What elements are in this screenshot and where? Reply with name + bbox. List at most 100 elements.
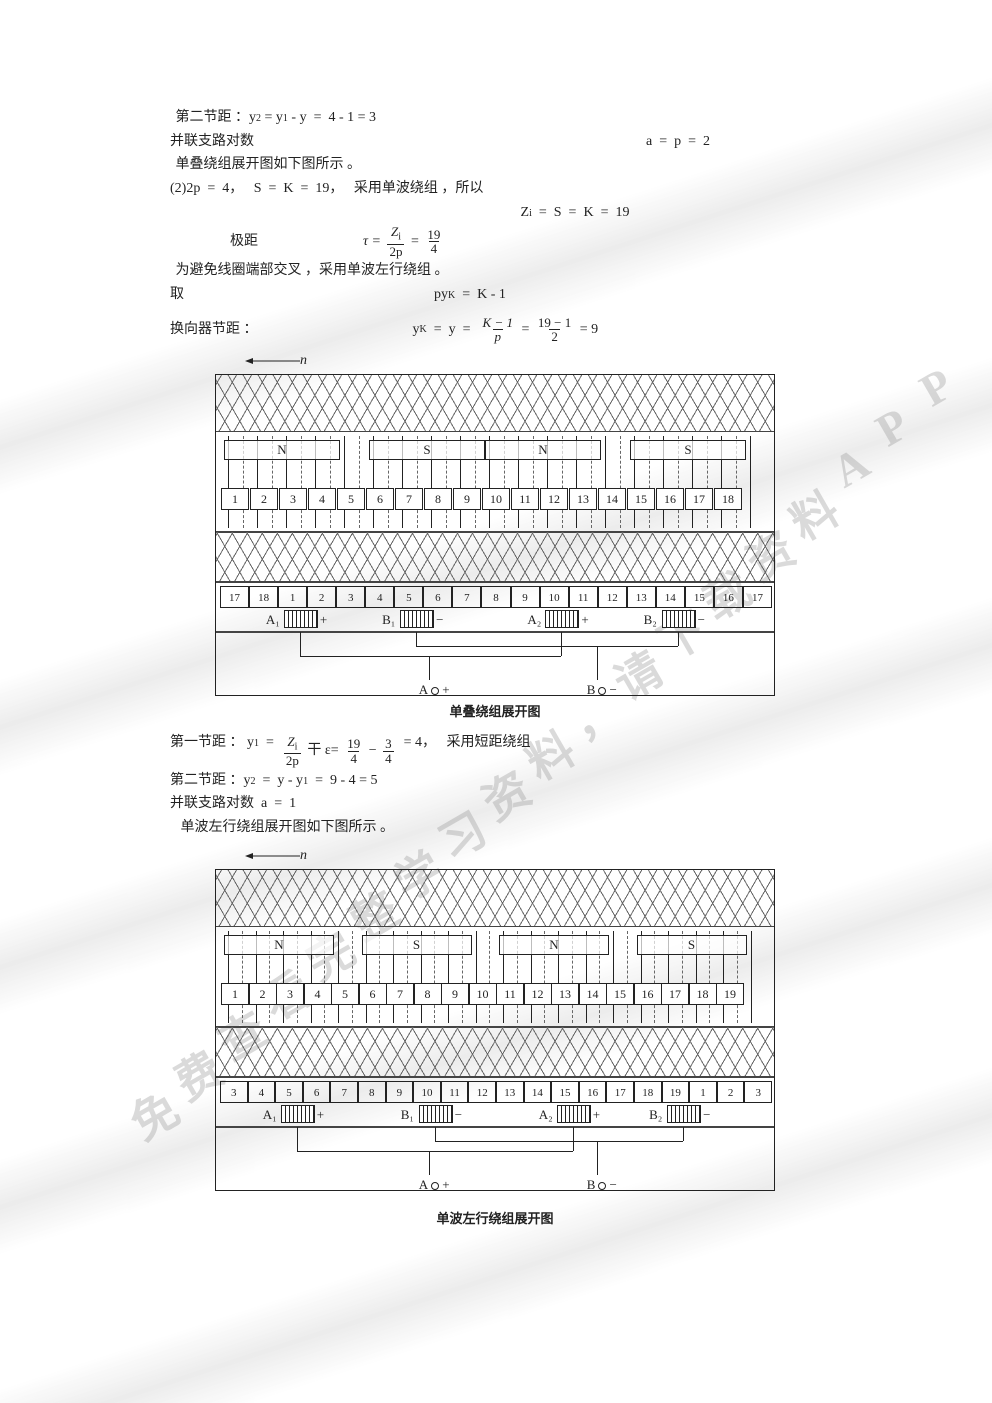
commutator-segment: 13 — [627, 586, 656, 608]
txt: = y = — [427, 319, 478, 341]
frac-Zi2p-b: Zi 2p — [284, 735, 301, 768]
txt: = — [259, 732, 281, 754]
slot-number: 11 — [511, 488, 539, 510]
end-winding-top — [216, 375, 774, 432]
commutator-segment: 17 — [743, 586, 772, 608]
commutator-segment: 10 — [540, 586, 569, 608]
brush — [284, 610, 318, 628]
commutator-segment: 8 — [481, 586, 510, 608]
commutator-segment: 12 — [598, 586, 627, 608]
fd: 4 — [429, 241, 440, 256]
slot-number: 1 — [221, 983, 249, 1005]
commutator-segment: 2 — [717, 1081, 745, 1103]
diagram-lap-winding: 123456789101112131415161718NSNS 17181234… — [215, 374, 775, 696]
txt: 第一节距 ： y — [170, 732, 254, 754]
slot-number: 15 — [606, 983, 634, 1005]
slot-number: 7 — [395, 488, 423, 510]
fn: 3 — [383, 737, 394, 751]
brush-label: B₂ — [649, 1105, 662, 1125]
commutator-segment: 3 — [744, 1081, 772, 1103]
terminal: B− — [587, 680, 617, 696]
slot-number: 11 — [496, 983, 524, 1005]
txt: 为避免线圈端部交叉 ，采用单波左行绕组 。 — [172, 260, 449, 282]
slot-dash — [359, 436, 360, 528]
txt: 第二节距 ：y — [170, 770, 251, 792]
brush-label: A₁ — [263, 1105, 277, 1125]
frac-19m1-2: 19 − 1 2 — [536, 316, 573, 344]
terminal-wiring: A+ B− — [216, 631, 774, 696]
slot-dash — [352, 931, 353, 1023]
slot-solid — [613, 931, 614, 1023]
content: 第二节距 ：y 2 = y 1 - y = 4 - 1 = 3 并联支路对数 a =… — [170, 105, 820, 1239]
commutator-segment: 6 — [303, 1081, 331, 1103]
commutator-segment: 12 — [468, 1081, 496, 1103]
brush — [662, 610, 696, 628]
frac-19-4b: 19 4 — [345, 737, 362, 765]
slot-number: 9 — [453, 488, 481, 510]
n-arrow-1: n — [170, 350, 820, 366]
sub: i — [295, 742, 298, 753]
slot-number: 17 — [661, 983, 689, 1005]
txt: - y = 4 - 1 = 3 — [288, 107, 376, 129]
brush-sign: + — [320, 610, 327, 630]
line-y1: 第一节距 ： y1 = Zi 2p 干 ε= 19 4 − 3 4 — [170, 732, 820, 768]
brush-label: A₂ — [527, 610, 541, 630]
txt: = 4， 采用短距绕组 — [397, 732, 531, 754]
slot-solid — [344, 436, 345, 528]
frac-Km1p: K − 1 p — [481, 316, 515, 344]
pole-box: N — [499, 935, 609, 955]
commutator-segment: 1 — [689, 1081, 717, 1103]
sub: i — [398, 232, 401, 243]
sub: K — [448, 288, 455, 304]
commutator-segment: 8 — [358, 1081, 386, 1103]
commutator-segment: 4 — [248, 1081, 276, 1103]
txt: Z — [521, 202, 530, 224]
fn: K − 1 — [481, 316, 515, 330]
commutator-segment: 6 — [423, 586, 452, 608]
line-avoid: 为避免线圈端部交叉 ，采用单波左行绕组 。 — [170, 260, 820, 282]
txt: y — [413, 319, 420, 341]
terminal: A+ — [419, 680, 450, 696]
end-winding-top — [216, 870, 774, 927]
frac-19-4: 19 4 — [425, 228, 442, 256]
txt: 取 — [170, 284, 184, 306]
slot-number: 8 — [414, 983, 442, 1005]
line-desc1: 单叠绕组展开图如下图所示 。 — [170, 154, 820, 176]
brush-label: B₁ — [401, 1105, 414, 1125]
txt: = 9 - 4 = 5 — [308, 770, 377, 792]
brush — [419, 1105, 453, 1123]
commutator-segment: 9 — [511, 586, 540, 608]
commutator-segment: 15 — [685, 586, 714, 608]
line-desc2: 单波左行绕组展开图如下图所示 。 — [170, 817, 820, 839]
line-(2): (2)2p = 4， S = K = 19， 采用单波绕组 ，所以 — [170, 178, 820, 200]
txt: = K - 1 — [455, 284, 506, 306]
slot-number: 13 — [551, 983, 579, 1005]
slot-number: 13 — [569, 488, 597, 510]
txt: a = p = 2 — [646, 131, 710, 153]
commutator-segment: 14 — [524, 1081, 552, 1103]
brush-label: B₁ — [382, 610, 395, 630]
commutator-segment: 3 — [336, 586, 365, 608]
line-a: 并联支路对数 a = p = 2 — [170, 131, 820, 153]
fn: 19 — [425, 228, 442, 242]
commutator-segment: 17 — [606, 1081, 634, 1103]
commutator-segment: 14 — [656, 586, 685, 608]
terminal: A+ — [419, 1175, 450, 1191]
page: { "watermark": { "bands": [240, 520, 760… — [0, 0, 992, 1403]
slot-number: 6 — [359, 983, 387, 1005]
brush — [545, 610, 579, 628]
fd: 2 — [549, 329, 560, 344]
line-tau: 极距 τ = Zi 2p = 19 4 — [170, 225, 820, 258]
commutator-segment: 5 — [275, 1081, 303, 1103]
line-pyk: 取 pyK = K - 1 — [170, 284, 820, 306]
slot-number: 18 — [714, 488, 742, 510]
commutator-band: 345678910111213141516171819123A₁+B₁−A₂+B… — [216, 1076, 774, 1128]
brush-sign: − — [698, 610, 705, 630]
commutator-segment: 10 — [413, 1081, 441, 1103]
slot-solid — [338, 931, 339, 1023]
brush-sign: + — [581, 610, 588, 630]
watermark-char: P — [911, 356, 964, 417]
slot-number: 5 — [337, 488, 365, 510]
fd: p — [493, 329, 504, 344]
commutator-segment: 9 — [386, 1081, 414, 1103]
